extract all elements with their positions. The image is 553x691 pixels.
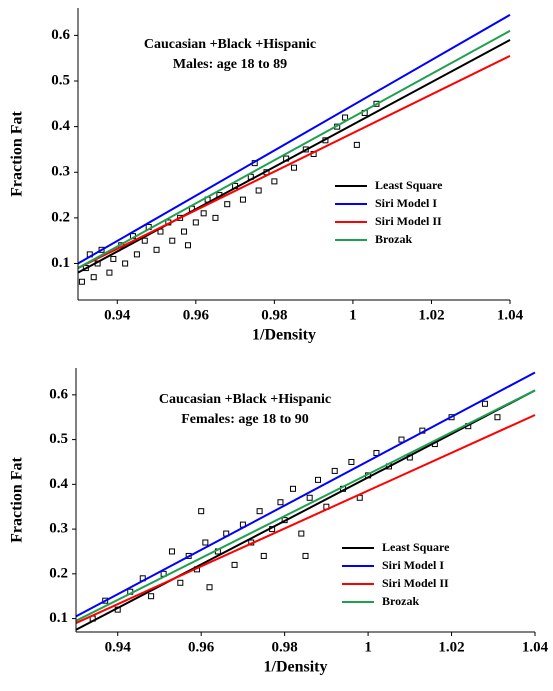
data-point: [206, 584, 213, 591]
data-point: [202, 539, 209, 546]
y-axis-label: Fraction Fat: [9, 456, 26, 542]
data-point: [198, 508, 205, 515]
data-point: [353, 141, 360, 148]
legend-label: Siri Model I: [382, 558, 444, 572]
data-point: [302, 552, 309, 559]
data-point: [200, 210, 207, 217]
legend-label: Siri Model II: [382, 576, 449, 590]
x-tick-label: 1.02: [438, 639, 464, 655]
data-point: [141, 237, 148, 244]
data-point: [224, 201, 231, 208]
fit-line: [77, 29, 511, 269]
data-point: [306, 494, 313, 501]
fit-line: [75, 414, 536, 624]
data-point: [98, 246, 105, 253]
fit-line: [75, 371, 536, 618]
y-tick-label: 0.1: [49, 610, 68, 626]
y-tick-label: 0.4: [51, 118, 70, 134]
data-point: [212, 214, 219, 221]
data-point: [255, 187, 262, 194]
data-point: [78, 278, 85, 285]
y-tick-label: 0.4: [49, 476, 68, 492]
y-axis-label: Fraction Fat: [9, 110, 26, 196]
data-point: [102, 597, 109, 604]
data-point: [342, 114, 349, 121]
data-point: [494, 414, 501, 421]
chart-title: Caucasian +Black +Hispanic: [144, 37, 316, 52]
y-tick-label: 0.6: [51, 27, 70, 43]
data-point: [110, 255, 117, 262]
legend-label: Brozak: [382, 594, 419, 608]
data-point: [192, 219, 199, 226]
x-tick-label: 0.98: [272, 639, 298, 655]
x-tick-label: 1.04: [497, 307, 524, 323]
fit-line: [75, 389, 536, 631]
data-point: [168, 548, 175, 555]
legend-label: Least Square: [382, 540, 450, 554]
data-point: [373, 450, 380, 457]
data-point: [348, 458, 355, 465]
chart-subtitle: Males: age 18 to 89: [173, 57, 287, 72]
y-tick-label: 0.5: [49, 431, 68, 447]
x-axis-label: 1/Density: [264, 659, 328, 676]
y-tick-label: 0.6: [49, 386, 68, 402]
x-tick-label: 0.98: [261, 307, 287, 323]
y-tick-label: 0.1: [51, 255, 70, 271]
fit-line: [77, 55, 511, 269]
data-point: [277, 499, 284, 506]
y-tick-label: 0.2: [51, 209, 70, 225]
fit-line: [75, 389, 536, 622]
data-point: [291, 164, 297, 171]
data-point: [153, 246, 160, 253]
legend-label: Least Square: [375, 178, 443, 192]
legend-label: Siri Model II: [375, 214, 442, 228]
data-point: [169, 237, 176, 244]
x-axis-label: 1/Density: [252, 327, 316, 344]
data-point: [298, 530, 305, 537]
x-tick-label: 1.02: [418, 307, 444, 323]
data-point: [289, 485, 296, 492]
data-point: [181, 228, 188, 235]
data-point: [256, 508, 263, 515]
x-tick-label: 0.94: [104, 307, 131, 323]
x-tick-label: 0.94: [105, 639, 132, 655]
x-tick-label: 1.04: [522, 639, 549, 655]
data-point: [177, 579, 184, 586]
x-tick-label: 1: [349, 307, 357, 323]
data-point: [239, 196, 246, 203]
data-point: [481, 400, 488, 407]
data-point: [148, 593, 155, 600]
data-point: [184, 242, 191, 249]
y-tick-label: 0.3: [49, 521, 68, 537]
x-tick-label: 0.96: [183, 307, 210, 323]
y-tick-label: 0.3: [51, 164, 70, 180]
data-point: [122, 260, 129, 267]
fit-line: [77, 13, 511, 265]
data-point: [398, 436, 405, 443]
x-tick-label: 0.96: [188, 639, 215, 655]
data-point: [315, 476, 322, 483]
chart-subtitle: Females: age 18 to 90: [181, 412, 309, 427]
legend-label: Siri Model I: [375, 196, 437, 210]
data-point: [90, 274, 97, 281]
fit-line: [77, 39, 511, 274]
data-point: [260, 552, 267, 559]
data-point: [133, 251, 140, 258]
data-point: [106, 269, 113, 276]
data-point: [271, 178, 278, 185]
x-tick-label: 1: [364, 639, 372, 655]
data-point: [331, 467, 338, 474]
y-tick-label: 0.2: [49, 565, 68, 581]
y-tick-label: 0.5: [51, 72, 70, 88]
data-point: [231, 561, 238, 568]
legend-label: Brozak: [375, 232, 412, 246]
chart-title: Caucasian +Black +Hispanic: [159, 392, 331, 407]
